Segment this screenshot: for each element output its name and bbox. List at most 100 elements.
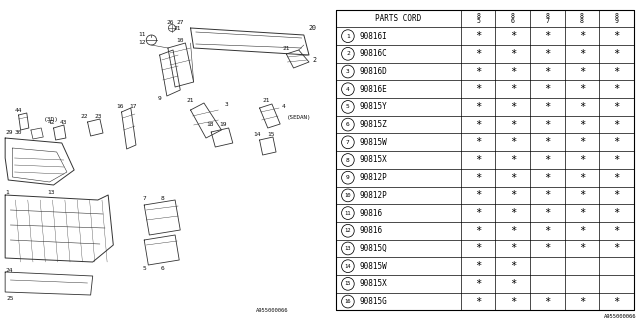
Text: *: * xyxy=(613,173,620,183)
Text: 90816: 90816 xyxy=(360,209,383,218)
Text: *: * xyxy=(544,297,550,307)
Text: 90812P: 90812P xyxy=(360,191,387,200)
Text: *: * xyxy=(579,208,585,218)
Text: *: * xyxy=(475,31,481,41)
Text: 14: 14 xyxy=(253,132,261,138)
Text: *: * xyxy=(544,208,550,218)
Text: *: * xyxy=(544,226,550,236)
Text: (SEDAN): (SEDAN) xyxy=(286,116,311,121)
Text: 20: 20 xyxy=(308,25,316,31)
Text: *: * xyxy=(579,155,585,165)
Text: *: * xyxy=(509,244,516,253)
Text: 90816: 90816 xyxy=(360,226,383,235)
Text: 11: 11 xyxy=(345,211,351,216)
Text: *: * xyxy=(613,244,620,253)
Text: 8: 8 xyxy=(614,13,618,19)
Text: *: * xyxy=(509,190,516,200)
Text: *: * xyxy=(509,137,516,147)
Text: *: * xyxy=(579,67,585,76)
Text: PARTS CORD: PARTS CORD xyxy=(375,14,422,23)
Text: *: * xyxy=(509,102,516,112)
Text: 3: 3 xyxy=(346,69,350,74)
Text: *: * xyxy=(509,279,516,289)
Text: 3: 3 xyxy=(225,102,228,108)
Text: 90815G: 90815G xyxy=(360,297,387,306)
Text: *: * xyxy=(544,31,550,41)
Text: 29: 29 xyxy=(5,131,13,135)
Text: 90816E: 90816E xyxy=(360,85,387,94)
Text: *: * xyxy=(544,244,550,253)
Text: (3D): (3D) xyxy=(44,117,59,123)
Text: 4: 4 xyxy=(282,103,285,108)
Text: *: * xyxy=(475,120,481,130)
Text: *: * xyxy=(579,297,585,307)
Text: 8: 8 xyxy=(346,157,350,163)
Text: 1: 1 xyxy=(346,34,350,39)
Text: *: * xyxy=(579,84,585,94)
Text: 8: 8 xyxy=(545,13,549,19)
Text: 42: 42 xyxy=(48,119,55,124)
Text: 6: 6 xyxy=(346,122,350,127)
Text: 15: 15 xyxy=(267,132,275,138)
Text: 1: 1 xyxy=(5,189,9,195)
Text: 90815X: 90815X xyxy=(360,156,387,164)
Text: *: * xyxy=(613,137,620,147)
Text: 2: 2 xyxy=(346,51,350,56)
Text: *: * xyxy=(613,67,620,76)
Text: 14: 14 xyxy=(345,264,351,269)
Text: *: * xyxy=(544,49,550,59)
Text: *: * xyxy=(544,120,550,130)
Text: 9: 9 xyxy=(346,175,350,180)
Text: 90815W: 90815W xyxy=(360,138,387,147)
Text: *: * xyxy=(475,173,481,183)
Text: *: * xyxy=(509,49,516,59)
Text: 23: 23 xyxy=(94,115,102,119)
Text: *: * xyxy=(613,102,620,112)
Text: *: * xyxy=(475,67,481,76)
Text: 15: 15 xyxy=(345,281,351,286)
Text: 7: 7 xyxy=(346,140,350,145)
Text: *: * xyxy=(613,155,620,165)
Text: *: * xyxy=(579,190,585,200)
Text: *: * xyxy=(613,208,620,218)
Text: *: * xyxy=(544,67,550,76)
Text: *: * xyxy=(579,244,585,253)
Text: *: * xyxy=(579,137,585,147)
Text: 18: 18 xyxy=(206,123,214,127)
Text: 8: 8 xyxy=(580,18,584,24)
Text: *: * xyxy=(509,208,516,218)
Text: 26: 26 xyxy=(166,20,173,25)
Text: 90815W: 90815W xyxy=(360,262,387,271)
Text: *: * xyxy=(509,31,516,41)
Text: *: * xyxy=(509,297,516,307)
Text: *: * xyxy=(579,31,585,41)
Text: 90816I: 90816I xyxy=(360,32,387,41)
Text: *: * xyxy=(475,84,481,94)
Text: *: * xyxy=(613,49,620,59)
Text: *: * xyxy=(544,102,550,112)
Text: 9: 9 xyxy=(158,95,161,100)
Text: 12: 12 xyxy=(138,41,146,45)
Text: 10: 10 xyxy=(177,38,184,44)
Text: *: * xyxy=(475,261,481,271)
Text: *: * xyxy=(475,190,481,200)
Text: 17: 17 xyxy=(129,103,136,108)
Text: 44: 44 xyxy=(15,108,22,113)
Text: *: * xyxy=(544,84,550,94)
Text: *: * xyxy=(579,49,585,59)
Text: *: * xyxy=(509,226,516,236)
Text: 6: 6 xyxy=(511,18,515,24)
Text: *: * xyxy=(475,226,481,236)
Text: 7: 7 xyxy=(545,18,549,24)
Text: 16: 16 xyxy=(116,103,124,108)
Text: A955000066: A955000066 xyxy=(256,308,289,313)
Text: *: * xyxy=(579,173,585,183)
Text: 6: 6 xyxy=(161,266,164,270)
Text: *: * xyxy=(475,244,481,253)
Text: *: * xyxy=(613,190,620,200)
Text: 24: 24 xyxy=(5,268,13,273)
Text: 8: 8 xyxy=(580,13,584,19)
Text: *: * xyxy=(579,226,585,236)
Text: 16: 16 xyxy=(345,299,351,304)
Text: 8: 8 xyxy=(511,13,515,19)
